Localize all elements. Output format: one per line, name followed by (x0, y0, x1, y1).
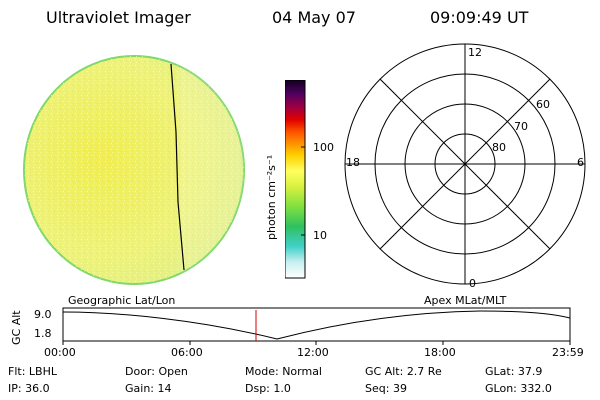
mlt-label-0: 0 (469, 277, 476, 290)
timeline-plot (62, 307, 571, 345)
altitude-curve (62, 310, 571, 340)
colorbar-tick-100: 100 (313, 141, 334, 154)
status-seq: Seq: 39 (365, 382, 407, 395)
status-dsp: Dsp: 1.0 (245, 382, 291, 395)
timeline-left-title: Geographic Lat/Lon (68, 294, 176, 307)
timeline-x-tick-4: 23:59 (552, 346, 584, 359)
mlt-label-18: 18 (346, 156, 360, 169)
timeline-y-tick-max: 9.0 (34, 308, 52, 321)
date-label: 04 May 07 (272, 8, 356, 27)
lat-label-60: 60 (536, 98, 550, 111)
lat-label-70: 70 (514, 120, 528, 133)
colorbar-unit-label: photon cm⁻²s⁻¹ (265, 154, 278, 240)
status-ip: IP: 36.0 (8, 382, 50, 395)
mlt-label-6: 6 (577, 156, 584, 169)
status-gain: Gain: 14 (125, 382, 172, 395)
status-gc-alt: GC Alt: 2.7 Re (365, 365, 442, 378)
status-mode: Mode: Normal (245, 365, 322, 378)
instrument-title: Ultraviolet Imager (46, 8, 191, 27)
status-glat: GLat: 37.9 (485, 365, 543, 378)
timeline-y-tick-min: 1.8 (34, 327, 52, 340)
terminator-line (170, 63, 185, 271)
lat-label-80: 80 (492, 141, 506, 154)
timeline-x-tick-0: 00:00 (44, 346, 76, 359)
timeline-x-tick-1: 06:00 (171, 346, 203, 359)
status-glon: GLon: 332.0 (485, 382, 552, 395)
mlt-label-12: 12 (468, 46, 482, 59)
status-door: Door: Open (125, 365, 188, 378)
timeline-x-tick-3: 18:00 (424, 346, 456, 359)
timeline-y-axis-label: GC Alt (10, 310, 23, 345)
uv-image (23, 55, 245, 285)
colorbar (285, 80, 306, 279)
polar-grid (344, 43, 586, 285)
status-flt: Flt: LBHL (8, 365, 57, 378)
timeline-x-tick-2: 12:00 (297, 346, 329, 359)
time-label: 09:09:49 UT (430, 8, 529, 27)
timeline-right-title: Apex MLat/MLT (424, 294, 507, 307)
colorbar-tick-10: 10 (313, 229, 327, 242)
